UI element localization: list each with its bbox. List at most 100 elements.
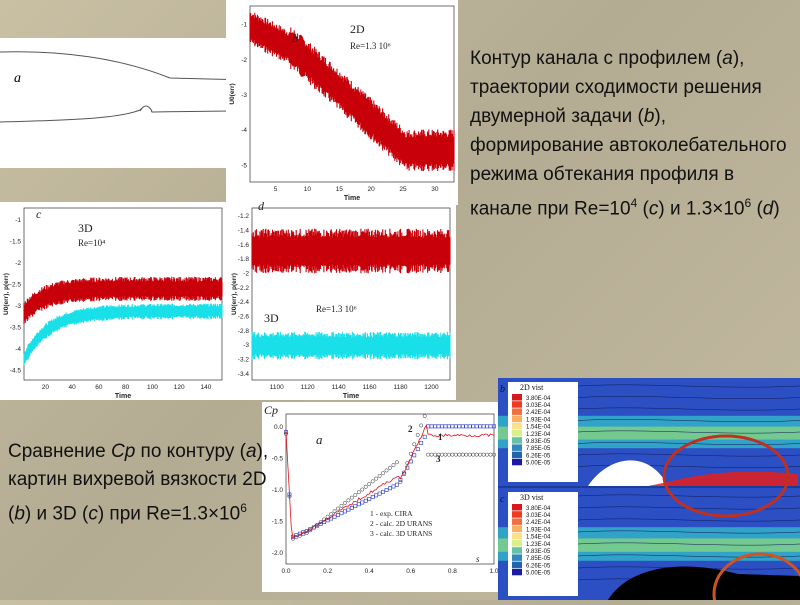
chart-c-xtick: 40 [69,384,77,391]
vist-legend-level: 1.23E-04 [526,432,551,438]
chart-cp-point-2d [460,424,465,429]
chart-cp-point-3d [415,432,420,437]
chart-cp-xtick: 1.0 [489,568,498,575]
chart-cp-point-3d [346,498,351,503]
vist-legend-level: 3.03E-04 [526,403,551,409]
chart-cp-point-3d [308,528,313,533]
chart-d-ytick: -2 [243,271,249,278]
chart-cp-point-3d [356,490,361,495]
chart-d-ytick: -1.8 [238,256,250,263]
vist-fields-svg: 2D vistb3.80E-043.03E-042.42E-041.93E-04… [498,378,800,605]
chart-cp-point-3d [422,414,427,418]
vist-legend-level: 9.83E-05 [526,549,551,555]
chart-b-xtick: 20 [368,186,376,193]
chart-cp-point-2d [374,493,379,498]
caption-top: Контур канала с профилем (a), траектории… [470,48,787,220]
chart-cp-ytick: -1.5 [272,519,284,526]
vist-title-3d: 3D vist [520,493,544,502]
chart-d-series-cyan [251,331,451,360]
chart-cp-xtick: 0.8 [448,568,457,575]
chart-b-xtick: 10 [304,186,312,193]
vist-streamline [577,419,800,422]
chart-b-xtick: 15 [336,186,344,193]
chart-cp-point-3d [412,442,417,447]
chart-cp-point-2d [356,502,361,507]
chart-cp-point-3d [363,484,368,489]
chart-cp-point-3d [429,452,434,457]
chart-b-re: Re=1.3 10⁶ [350,41,391,51]
chart-c-xtick: 80 [122,384,130,391]
vist-highlight-ring-2d [662,434,790,518]
vist-legend-swatch [512,511,522,518]
vist-legend-swatch [512,554,522,561]
vist-legend-level: 5.00E-05 [526,571,551,577]
vist-streamline [577,518,800,522]
chart-cp-point-3d [325,514,330,519]
chart-cp-xlabel: s [476,554,480,564]
chart-c-dim: 3D [78,221,93,235]
chart-b-dim: 2D [350,22,365,36]
chart-d-ytick: -1.2 [238,213,250,220]
vist-legend-swatch [512,408,522,415]
vist-label-c: c [500,494,505,505]
vist-streamline [577,396,800,399]
vist-legend-swatch [512,422,522,430]
vist-legend-level: 6.26E-05 [526,563,551,569]
chart-cp-legend-item: 1 - exp. CIRA [370,509,413,518]
vist-legend-swatch [512,504,522,511]
vist-legend-level: 7.85E-05 [526,446,551,452]
vist-streamline [577,542,800,546]
chart-b-series-band [249,12,455,172]
vist-legend-swatch [512,401,522,408]
chart-b-xtick: 25 [399,186,407,193]
chart-cp-xtick: 0.2 [323,568,332,575]
chart-d-ytick: -3.4 [238,371,250,378]
chart-b-ylabel: U0(err) [229,83,236,104]
chart-cp-point-3d [464,452,469,457]
vist-legend-swatch [512,430,522,437]
chart-cp-point-3d [453,452,458,457]
chart-b-ytick: -3 [241,92,247,99]
vist-streamline [577,407,800,411]
vist-legend-swatch [512,547,522,554]
panel-a-label: a [14,71,21,86]
panel-3d-re6: -1.2 -1.4 -1.6 -1.8 -2 -2.2 -2.4 -2.6 -2.8 -3 -3.2… [228,199,456,400]
chart-cp-point-3d [398,480,403,484]
chart-c-series-cyan [23,303,223,366]
chart-d-ytick: -2.2 [238,285,250,292]
chart-b-ytick: -1 [241,22,247,29]
chart-d-xtick: 1180 [394,384,408,391]
chart-b-frame [249,5,455,183]
chart-cp-point-3d [339,503,344,508]
chart-d-ylabel: U0(err), p(err) [231,273,238,315]
panel-channel-contour: a [0,38,249,168]
chart-cp-point-2d [419,441,424,445]
chart-cp-point-3d [374,476,379,481]
chart-cp-point-3d [419,423,424,428]
chart-b-ytick: -5 [241,162,247,169]
vist-highlight-ring-3d [712,552,800,605]
chart-cp-xtick: 0.0 [281,568,290,575]
chart-c-xtick: 140 [201,384,212,391]
chart-cp-comparison: -2.0 -1.5 -1.0 -0.5 0.0 0.0 0.2 0.4 0.6 0.8 1.0 Cp a… [264,403,499,575]
chart-cp-point-3d [488,452,493,457]
chart-c-xlabel: Time [115,393,131,400]
chart-b-xtick: 5 [274,186,278,193]
chart-b-ytick: -2 [241,57,247,64]
chart-d-xtick: 1140 [332,384,346,391]
panel-cp-comparison: -2.0 -1.5 -1.0 -0.5 0.0 0.0 0.2 0.4 0.6 0.8 1.0 Cp a… [262,402,500,592]
vist-legend-level: 1.93E-04 [526,417,551,423]
chart-cp-xtick: 0.6 [406,568,415,575]
chart-cp-point-3d [304,531,309,535]
vist-legend-level: 1.54E-04 [526,535,551,541]
vist-legend-swatch [512,525,522,533]
chart-cp-point-2d [457,424,462,429]
vist-streamline [577,430,800,434]
vist-legend-level: 9.83E-05 [526,439,551,445]
chart-cp-point-3d [471,452,476,457]
chart-d-series-red [251,228,451,274]
chart-cp-point-3d [367,482,372,487]
chart-b-xtick: 30 [431,186,439,193]
chart-cp-point-2d [412,453,417,458]
chart-cp-point-3d [342,501,347,506]
